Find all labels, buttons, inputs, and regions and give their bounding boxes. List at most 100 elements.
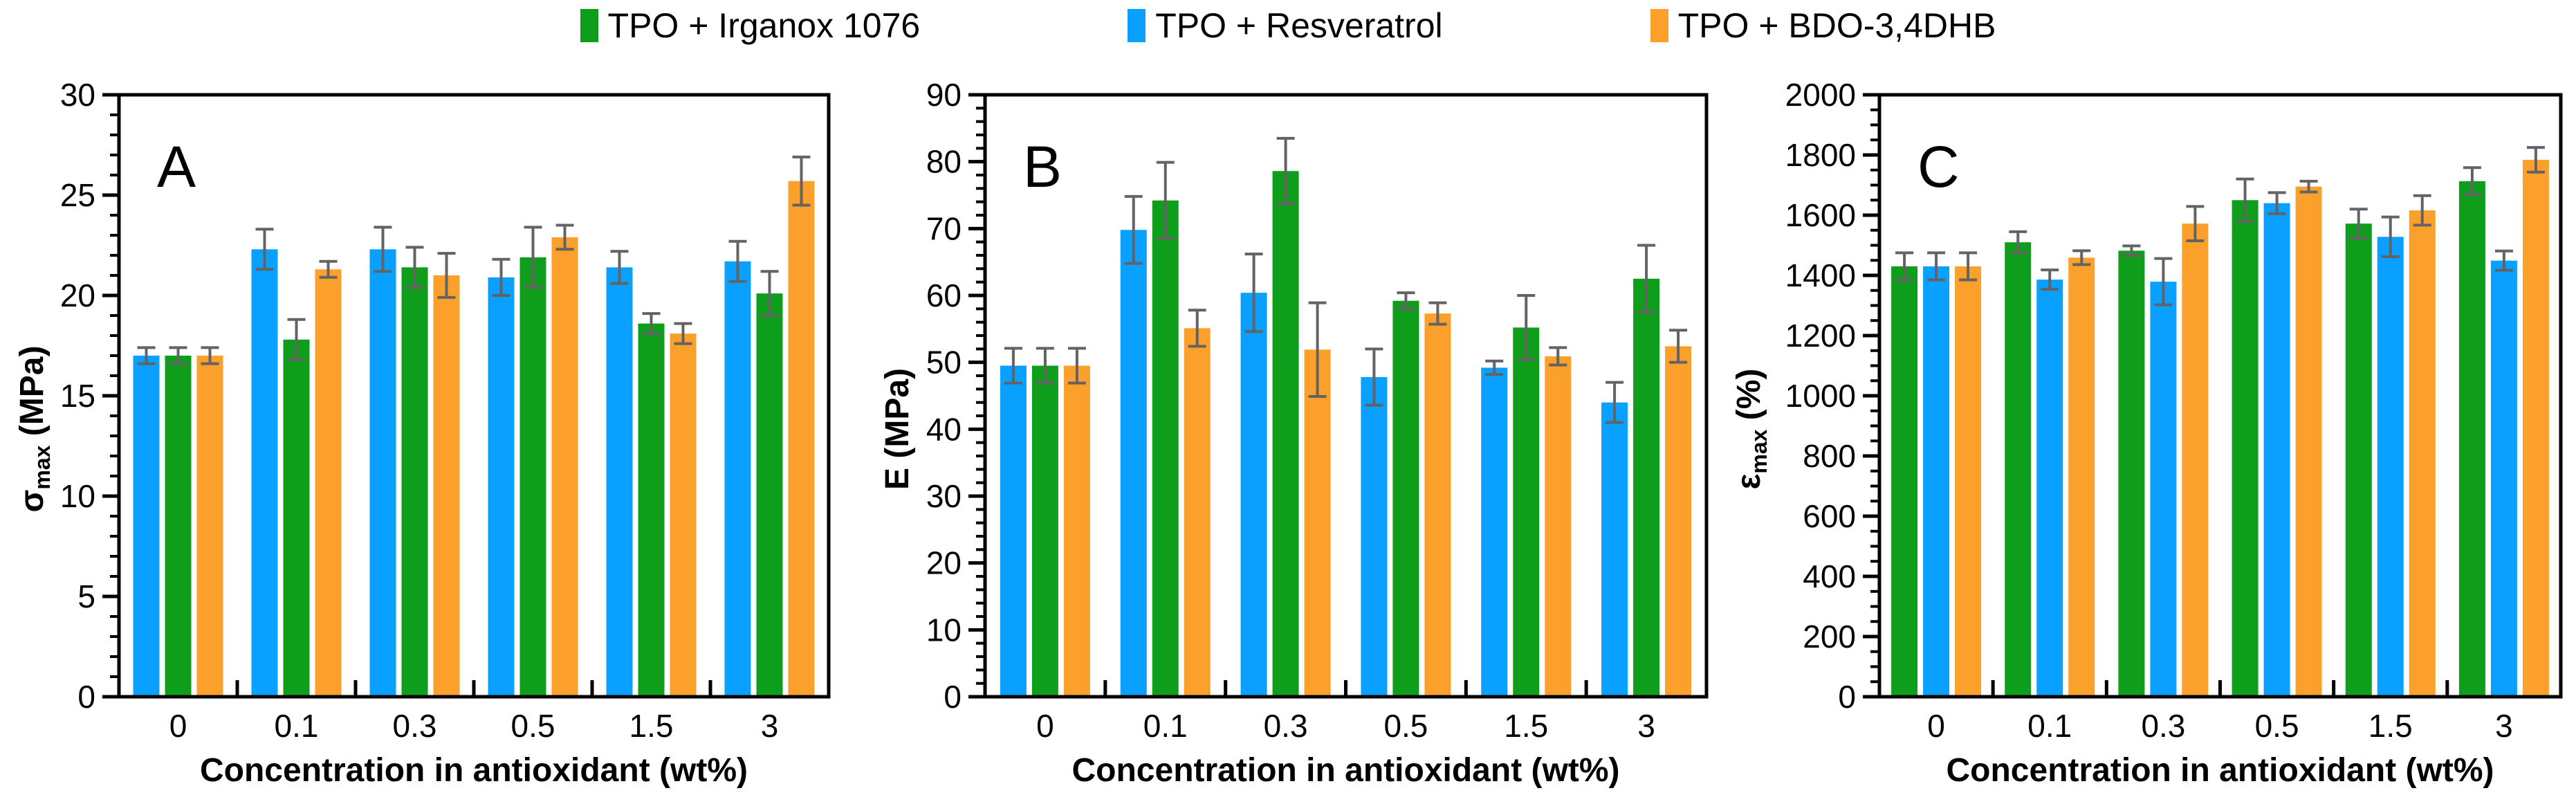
y-tick-label: 30 <box>926 478 962 514</box>
error-bar <box>1067 347 1086 385</box>
error-bar <box>1549 346 1567 367</box>
bar-tpo-irganox-1076-0.3 <box>1272 171 1299 697</box>
bar-tpo-resveratrol-0.5 <box>488 277 515 697</box>
bar-tpo-irganox-1076-0 <box>165 356 192 697</box>
bar-tpo-resveratrol-0 <box>1000 365 1027 697</box>
x-category-label: 1.5 <box>1504 708 1548 744</box>
error-bar <box>1959 251 1978 282</box>
y-tick-label: 15 <box>60 378 95 414</box>
error-bar <box>1485 359 1504 376</box>
panel-c-chart: 0 200 400 600 800 1000 1200 1400 1600 1800 2000 0 0.… <box>1731 77 2563 789</box>
bar-tpo-irganox-1076-1.5 <box>1513 327 1540 697</box>
x-category-label: 0.3 <box>393 708 437 744</box>
bar-tpo-resveratrol-0.5 <box>2263 203 2290 697</box>
y-tick-label: 400 <box>1803 558 1856 594</box>
error-bar <box>1606 381 1624 424</box>
y-tick-label: 1200 <box>1785 318 1856 354</box>
error-bar <box>2072 249 2091 266</box>
error-bar <box>1365 347 1383 407</box>
x-category-label: 0.1 <box>2027 708 2072 744</box>
y-tick-label: 1400 <box>1785 257 1856 293</box>
error-bar <box>319 259 338 279</box>
y-tick-label: 50 <box>926 345 962 381</box>
resveratrol-swatch-icon <box>1128 9 1146 42</box>
x-category-label: 0.1 <box>1143 708 1188 744</box>
plot-frame <box>1877 93 2563 699</box>
bar-tpo-bdo-3-4dhb-1.5 <box>2409 210 2436 697</box>
error-bar <box>674 322 692 345</box>
y-tick-label: 20 <box>926 545 962 581</box>
bar-tpo-bdo-3-4dhb-0.5 <box>2295 186 2322 697</box>
bar-tpo-bdo-3-4dhb-0 <box>196 356 223 697</box>
bar-tpo-resveratrol-0.1 <box>1120 230 1147 697</box>
y-axis-title: εmax (%) <box>1731 369 1772 490</box>
y-tick-label: 40 <box>926 411 962 447</box>
panel-a-chart: 0 5 10 15 20 25 30 0 0.1 0.3 0.5 1.5 3 Concentration … <box>14 77 831 789</box>
bar-tpo-irganox-1076-0.3 <box>401 267 428 697</box>
x-category-label: 0 <box>169 708 187 744</box>
bar-tpo-irganox-1076-1.5 <box>638 323 665 697</box>
y-tick-label: 0 <box>944 679 962 715</box>
bar-tpo-irganox-1076-0.1 <box>283 339 310 697</box>
x-category-label: 0 <box>1036 708 1054 744</box>
error-bar <box>728 239 747 283</box>
error-bar <box>492 257 510 297</box>
error-bar <box>524 226 542 289</box>
bar-tpo-resveratrol-0 <box>133 356 160 697</box>
y-axis-title: E (MPa) <box>879 368 916 490</box>
panel-a-figure: 0 5 10 15 20 25 30 0 0.1 0.3 0.5 1.5 3 Concentration … <box>0 0 858 804</box>
error-bar <box>1004 347 1022 385</box>
y-tick-label: 25 <box>60 177 95 213</box>
y-tick-label: 800 <box>1803 438 1856 474</box>
error-bar <box>1308 301 1327 398</box>
y-tick-label: 80 <box>926 144 962 180</box>
error-bar <box>287 318 306 361</box>
y-tick-label: 10 <box>926 612 962 648</box>
error-bar <box>2236 177 2254 223</box>
error-bar <box>437 252 456 299</box>
error-bar <box>1669 329 1688 364</box>
bar-tpo-bdo-3-4dhb-0.5 <box>1424 313 1451 697</box>
bar-tpo-irganox-1076-0.5 <box>1392 300 1419 697</box>
bar-tpo-irganox-1076-0 <box>1891 266 1918 697</box>
error-bar <box>642 312 661 336</box>
bar-tpo-resveratrol-3 <box>724 261 751 697</box>
error-bar <box>2186 205 2205 242</box>
bar-tpo-bdo-3-4dhb-0.3 <box>433 275 460 697</box>
x-category-label: 0.3 <box>1264 708 1308 744</box>
bar-tpo-resveratrol-0.1 <box>2036 280 2063 697</box>
legend-item-resveratrol: TPO + Resveratrol <box>1128 6 1443 46</box>
error-bar <box>2299 179 2318 194</box>
y-tick-label: 0 <box>77 679 95 715</box>
bar-tpo-irganox-1076-3 <box>2458 181 2485 697</box>
error-bar <box>169 346 187 365</box>
error-bar <box>1637 244 1656 314</box>
y-tick-label: 5 <box>77 578 95 614</box>
error-bar <box>1036 347 1054 385</box>
y-axis-title: σmax (MPa) <box>14 346 55 513</box>
panel-b-figure: 0 10 20 30 40 50 60 70 80 90 0 0.1 0.3 0.5 1.5 3 Concent… <box>858 0 1717 804</box>
y-tick-label: 60 <box>926 277 962 313</box>
bar-tpo-irganox-1076-3 <box>1633 278 1660 697</box>
bar-tpo-resveratrol-0.3 <box>369 249 396 697</box>
y-tick-label: 1600 <box>1785 197 1856 233</box>
error-bar <box>792 155 811 207</box>
bar-tpo-bdo-3-4dhb-0.5 <box>551 237 578 697</box>
irganox-swatch-icon <box>580 9 598 42</box>
legend-label-resveratrol: TPO + Resveratrol <box>1155 6 1443 45</box>
x-category-label: 3 <box>761 708 779 744</box>
error-bar <box>2381 215 2400 259</box>
bar-tpo-bdo-3-4dhb-3 <box>788 181 815 697</box>
error-bar <box>1428 301 1447 326</box>
error-bar <box>1517 294 1536 361</box>
error-bar <box>1156 161 1175 240</box>
error-bar <box>555 223 574 251</box>
error-bar <box>2463 166 2481 197</box>
x-category-label: 0.3 <box>2141 708 2185 744</box>
bar-tpo-resveratrol-0 <box>1923 266 1950 697</box>
panel-letter: B <box>1023 134 1062 199</box>
bar-tpo-bdo-3-4dhb-3 <box>2522 159 2549 697</box>
x-axis-title: Concentration in antioxidant (wt%) <box>200 752 748 789</box>
y-tick-label: 10 <box>60 478 95 514</box>
